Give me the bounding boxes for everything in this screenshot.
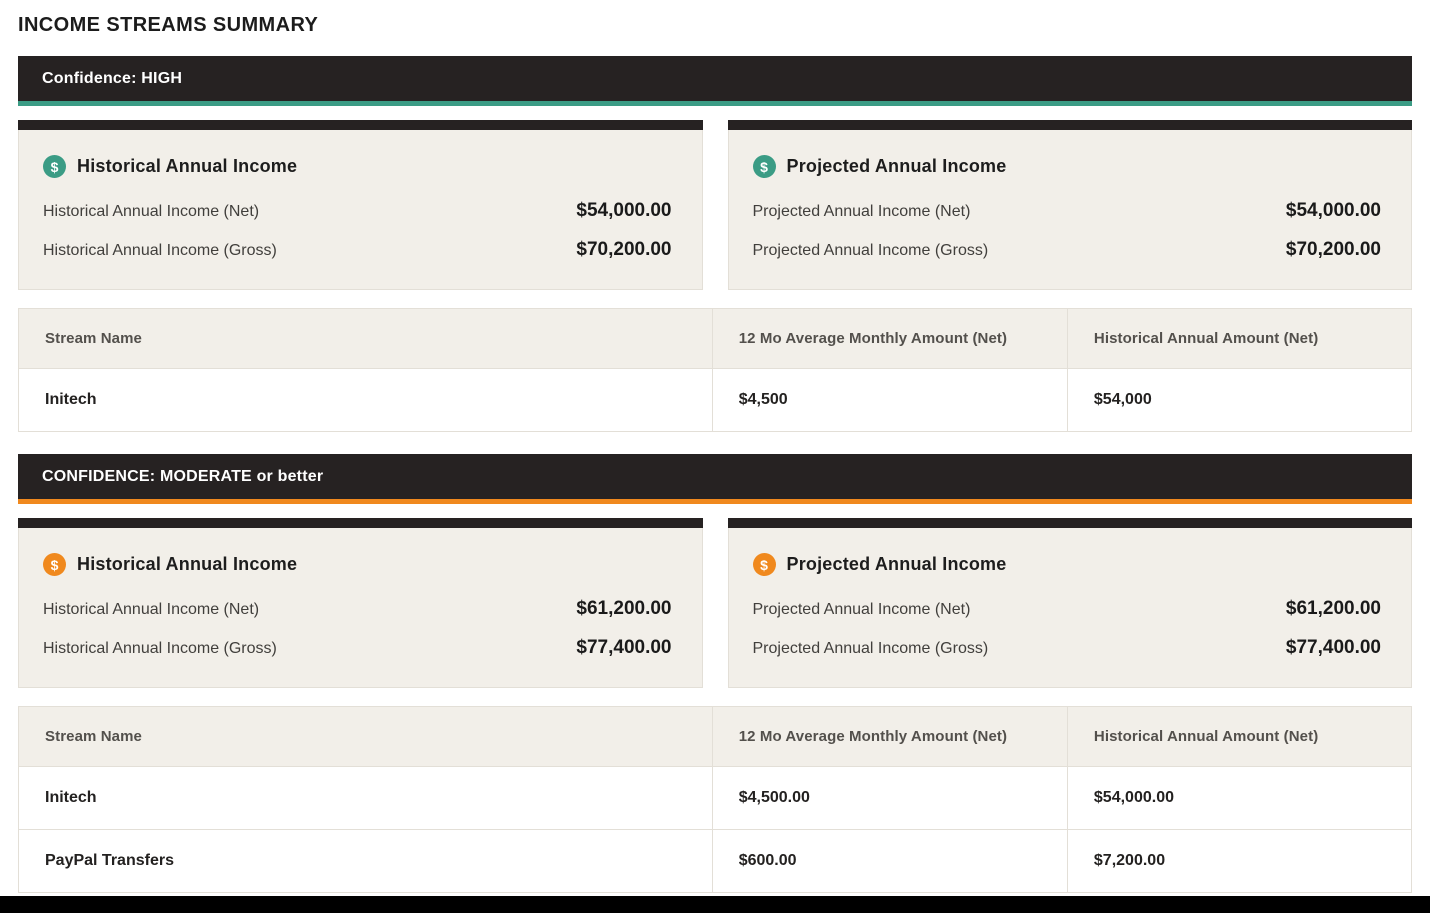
stream-name-cell: Initech: [18, 766, 713, 830]
card-row: Projected Annual Income (Gross) $70,200.…: [753, 239, 1382, 261]
annual-amount-cell: $54,000.00: [1066, 766, 1413, 830]
card-row: Projected Annual Income (Gross) $77,400.…: [753, 637, 1382, 659]
card-row: Historical Annual Income (Gross) $77,400…: [43, 637, 672, 659]
card-top-bar: [727, 518, 1412, 528]
dollar-circle-icon: $: [43, 155, 66, 178]
stream-name-cell: PayPal Transfers: [18, 829, 713, 893]
card-row-label: Projected Annual Income (Gross): [752, 242, 989, 259]
card-row-value: $61,200.00: [1285, 598, 1381, 619]
card-row: Projected Annual Income (Net) $54,000.00: [753, 200, 1382, 222]
historical-income-card: $ Historical Annual Income Historical An…: [18, 120, 703, 290]
section-confidence-moderate: CONFIDENCE: MODERATE or better $ Histori…: [18, 454, 1413, 893]
header-stream-name: Stream Name: [18, 308, 713, 369]
income-streams-table: Stream Name 12 Mo Average Monthly Amount…: [18, 308, 1413, 432]
section-confidence-high: Confidence: HIGH $ Historical Annual Inc…: [18, 56, 1413, 432]
card-row-label: Projected Annual Income (Net): [752, 203, 971, 220]
header-annual-amount: Historical Annual Amount (Net): [1066, 308, 1413, 369]
table-header-row: Stream Name 12 Mo Average Monthly Amount…: [18, 706, 1413, 767]
dollar-circle-icon: $: [43, 553, 66, 576]
card-title: Projected Annual Income: [786, 554, 1007, 574]
historical-income-card: $ Historical Annual Income Historical An…: [18, 518, 703, 688]
confidence-label: CONFIDENCE: MODERATE or better: [42, 468, 324, 485]
table-row: PayPal Transfers $600.00 $7,200.00: [18, 829, 1413, 893]
header-stream-name: Stream Name: [18, 706, 713, 767]
annual-amount-cell: $7,200.00: [1066, 829, 1413, 893]
card-top-bar: [18, 518, 703, 528]
card-row-label: Historical Annual Income (Net): [43, 601, 260, 618]
card-row-label: Historical Annual Income (Gross): [43, 640, 277, 657]
bottom-frame-bar: [0, 896, 1430, 913]
card-row-value: $54,000.00: [576, 200, 672, 221]
card-row-label: Historical Annual Income (Gross): [43, 242, 277, 259]
confidence-bar: Confidence: HIGH: [18, 56, 1412, 101]
projected-income-card: $ Projected Annual Income Projected Annu…: [727, 120, 1412, 290]
card-row: Historical Annual Income (Net) $61,200.0…: [43, 598, 672, 620]
summary-cards-row: $ Historical Annual Income Historical An…: [18, 518, 1412, 688]
card-row-label: Projected Annual Income (Net): [752, 601, 971, 618]
income-streams-report: INCOME STREAMS SUMMARY Confidence: HIGH …: [18, 14, 1413, 893]
confidence-accent-line: [18, 499, 1412, 504]
dollar-circle-icon: $: [752, 553, 776, 576]
header-monthly-amount: 12 Mo Average Monthly Amount (Net): [711, 308, 1068, 369]
card-row-value: $54,000.00: [1285, 200, 1381, 221]
card-row-value: $77,400.00: [576, 637, 672, 658]
income-streams-table: Stream Name 12 Mo Average Monthly Amount…: [18, 706, 1413, 893]
table-row: Initech $4,500.00 $54,000.00: [18, 766, 1413, 830]
card-row-value: $70,200.00: [576, 239, 672, 260]
card-row-value: $61,200.00: [576, 598, 672, 619]
annual-amount-cell: $54,000: [1066, 368, 1413, 432]
card-top-bar: [727, 120, 1412, 130]
card-title: Historical Annual Income: [77, 156, 298, 176]
card-title: Projected Annual Income: [786, 156, 1007, 176]
monthly-amount-cell: $4,500: [711, 368, 1068, 432]
summary-cards-row: $ Historical Annual Income Historical An…: [18, 120, 1412, 290]
projected-income-card: $ Projected Annual Income Projected Annu…: [727, 518, 1412, 688]
monthly-amount-cell: $600.00: [711, 829, 1068, 893]
card-top-bar: [18, 120, 703, 130]
confidence-label: Confidence: HIGH: [42, 70, 183, 87]
card-row-label: Historical Annual Income (Net): [43, 203, 260, 220]
dollar-circle-icon: $: [752, 155, 776, 178]
card-row: Historical Annual Income (Net) $54,000.0…: [43, 200, 672, 222]
stream-name-cell: Initech: [18, 368, 713, 432]
page-title: INCOME STREAMS SUMMARY: [18, 14, 319, 36]
table-header-row: Stream Name 12 Mo Average Monthly Amount…: [18, 308, 1413, 369]
card-row: Historical Annual Income (Gross) $70,200…: [43, 239, 672, 261]
header-annual-amount: Historical Annual Amount (Net): [1066, 706, 1413, 767]
card-row-value: $70,200.00: [1285, 239, 1381, 260]
card-row: Projected Annual Income (Net) $61,200.00: [753, 598, 1382, 620]
confidence-bar: CONFIDENCE: MODERATE or better: [18, 454, 1412, 499]
monthly-amount-cell: $4,500.00: [711, 766, 1068, 830]
card-row-label: Projected Annual Income (Gross): [752, 640, 989, 657]
card-title: Historical Annual Income: [77, 554, 298, 574]
table-row: Initech $4,500 $54,000: [18, 368, 1413, 432]
confidence-accent-line: [18, 101, 1412, 106]
card-row-value: $77,400.00: [1285, 637, 1381, 658]
header-monthly-amount: 12 Mo Average Monthly Amount (Net): [711, 706, 1068, 767]
